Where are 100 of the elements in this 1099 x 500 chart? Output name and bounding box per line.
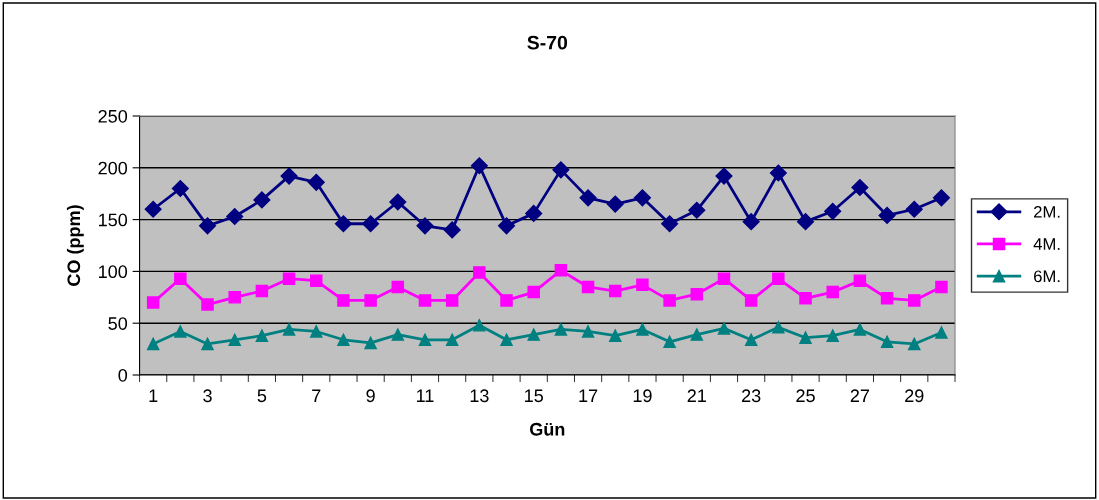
legend-label: 4M. <box>1033 238 1060 250</box>
point <box>878 206 896 225</box>
point <box>364 336 377 350</box>
point <box>772 321 785 334</box>
point <box>418 294 432 307</box>
point <box>473 266 486 279</box>
y-tick-label: 0 <box>118 368 128 382</box>
x-axis-title: Gün <box>529 422 565 436</box>
point <box>826 329 839 342</box>
point <box>554 323 568 336</box>
point <box>280 167 298 185</box>
point <box>935 326 948 339</box>
point <box>416 217 434 235</box>
x-tick-label: 27 <box>850 389 870 402</box>
point <box>500 333 513 347</box>
point <box>552 161 570 179</box>
point <box>334 215 352 233</box>
point <box>418 333 432 347</box>
point <box>337 294 350 307</box>
y-tick-label: 100 <box>99 265 128 279</box>
point <box>742 213 760 231</box>
point <box>908 337 921 351</box>
point <box>636 323 649 336</box>
point <box>717 322 731 335</box>
point <box>554 264 568 277</box>
point <box>253 191 271 209</box>
point <box>144 200 162 218</box>
point <box>391 280 405 294</box>
x-tick-label: 1 <box>149 389 158 402</box>
point <box>690 328 704 341</box>
point <box>663 294 676 307</box>
point <box>310 325 323 338</box>
point <box>717 272 731 285</box>
point <box>636 278 649 292</box>
point <box>853 274 867 287</box>
x-tick-label: 13 <box>470 389 489 403</box>
point <box>282 272 296 285</box>
point <box>663 335 676 349</box>
point <box>201 337 214 351</box>
point <box>228 333 241 347</box>
point <box>364 294 377 307</box>
y-tick-label: 250 <box>98 109 128 123</box>
point <box>905 200 923 218</box>
point <box>389 193 407 211</box>
point <box>362 215 380 233</box>
y-tick-label: 150 <box>99 213 128 227</box>
point <box>744 294 758 307</box>
point <box>527 328 540 341</box>
point <box>337 333 350 347</box>
point <box>799 331 812 344</box>
x-tick-label: 17 <box>579 389 598 402</box>
point <box>633 189 651 207</box>
point <box>146 296 160 309</box>
point <box>445 294 459 307</box>
x-tick-label: 9 <box>366 389 375 403</box>
point <box>198 217 217 235</box>
point <box>581 280 595 294</box>
point <box>799 292 812 305</box>
point <box>772 272 785 285</box>
chart-title: S-70 <box>527 35 568 50</box>
point <box>796 213 815 231</box>
x-tick-label: 23 <box>742 389 761 403</box>
point <box>146 337 160 351</box>
point <box>445 333 459 347</box>
x-tick-label: 19 <box>633 389 652 403</box>
point <box>690 287 704 301</box>
point <box>880 335 894 349</box>
y-tick-label: 50 <box>108 317 128 330</box>
point <box>310 274 323 287</box>
point <box>935 280 948 294</box>
point <box>527 285 540 299</box>
point <box>255 329 269 342</box>
point <box>932 189 950 207</box>
point <box>609 329 622 342</box>
point <box>473 319 486 332</box>
point <box>824 202 842 220</box>
point <box>307 173 325 191</box>
point <box>744 333 758 347</box>
point <box>688 201 706 219</box>
point <box>525 204 543 222</box>
point <box>282 323 296 336</box>
y-tick-label: 200 <box>98 161 128 175</box>
point <box>853 323 867 336</box>
x-tick-label: 25 <box>796 389 815 403</box>
point <box>201 298 214 311</box>
point <box>661 215 679 233</box>
point <box>497 217 516 235</box>
legend-label: 6M. <box>1034 270 1060 283</box>
x-tick-label: 3 <box>203 389 212 403</box>
point <box>255 284 269 298</box>
point <box>500 294 513 307</box>
point <box>174 272 187 285</box>
x-tick-label: 5 <box>257 389 267 403</box>
x-tick-label: 15 <box>525 389 543 403</box>
point <box>880 292 894 305</box>
point <box>579 189 597 207</box>
point <box>391 328 405 341</box>
y-axis-title: CO (ppm) <box>66 205 84 286</box>
point <box>826 285 839 299</box>
point <box>443 221 461 239</box>
